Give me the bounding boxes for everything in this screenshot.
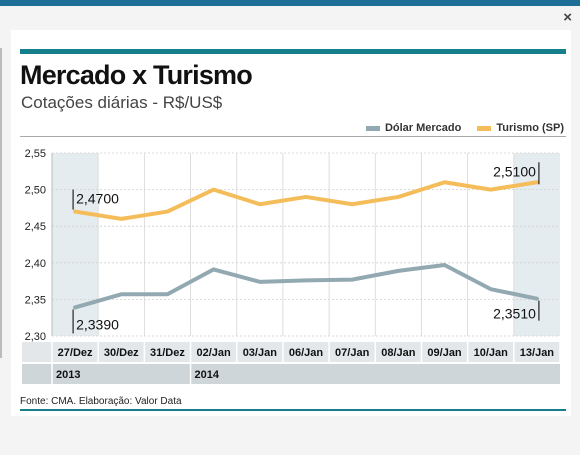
legend-entry-turismo: Turismo (SP) (477, 122, 564, 134)
chart-legend: Dólar Mercado Turismo (SP) (350, 122, 564, 134)
year-band (22, 364, 560, 384)
series-line-turismo (73, 180, 539, 221)
x-tick-label: 03/Jan (243, 347, 278, 359)
y-tick-label: 2,45 (25, 221, 46, 233)
data-label-turismo-start: 2,4700 (76, 191, 119, 207)
source-note: Fonte: CMA. Elaboração: Valor Data (20, 396, 182, 407)
x-tick-label: 09/Jan (427, 347, 462, 359)
window-top-bar (0, 0, 580, 6)
series-line-dolar (73, 262, 539, 310)
x-tick-label: 08/Jan (381, 347, 416, 359)
legend-swatch-turismo (477, 125, 492, 131)
y-tick-label: 2,40 (25, 258, 46, 270)
x-tick-label: 13/Jan (520, 347, 555, 359)
year-label: 2013 (56, 369, 80, 381)
year-label: 2014 (195, 369, 220, 381)
data-label-turismo-end: 2,5100 (493, 163, 536, 179)
x-tick-label: 07/Jan (335, 347, 370, 359)
x-tick-label: 30/Dez (104, 347, 139, 359)
legend-swatch-dolar (365, 125, 380, 131)
y-tick-label: 2,55 (25, 148, 46, 160)
top-rule (20, 49, 566, 54)
chart-subtitle: Cotações diárias - R$/US$ (21, 93, 223, 112)
legend-divider (20, 136, 566, 137)
bottom-rule (20, 409, 566, 411)
category-band (22, 342, 560, 362)
legend-label-dolar: Dólar Mercado (384, 122, 462, 134)
x-tick-label: 06/Jan (289, 347, 324, 359)
chart-title: Mercado x Turismo (20, 60, 253, 90)
close-icon[interactable]: × (563, 9, 572, 26)
x-tick-label: 31/Dez (150, 347, 185, 359)
data-label-dolar-end: 2,3510 (493, 306, 536, 322)
x-tick-label: 27/Dez (58, 347, 93, 359)
data-label-dolar-start: 2,3390 (76, 316, 119, 332)
legend-label-turismo: Turismo (SP) (496, 122, 564, 134)
legend-entry-dolar: Dólar Mercado (365, 122, 462, 134)
y-tick-label: 2,50 (25, 185, 46, 197)
y-tick-label: 2,30 (25, 331, 46, 343)
left-border (0, 48, 2, 358)
x-tick-label: 10/Jan (474, 347, 509, 359)
x-tick-label: 02/Jan (197, 347, 232, 359)
y-tick-label: 2,35 (25, 294, 46, 306)
